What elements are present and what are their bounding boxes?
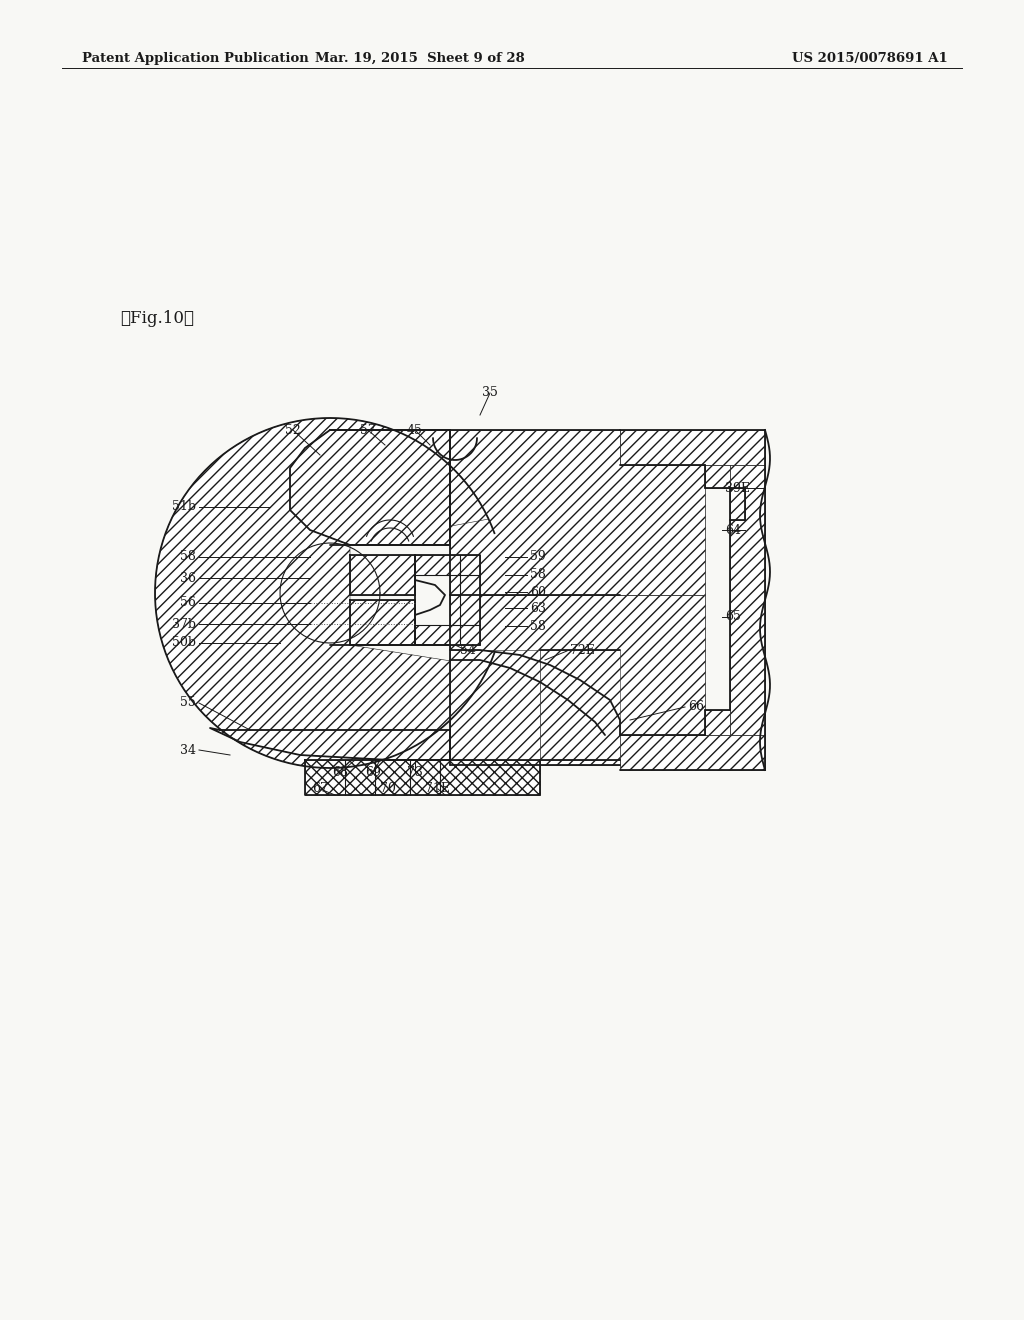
Text: 36: 36 [180,572,196,585]
Text: 58: 58 [530,569,546,582]
Text: 50b: 50b [172,636,196,649]
Text: 70: 70 [380,783,396,796]
Text: 59: 59 [530,550,546,564]
Text: 72E: 72E [570,644,595,657]
Text: 63: 63 [530,602,546,615]
Polygon shape [305,760,540,795]
Text: 52: 52 [285,424,301,437]
Text: 45: 45 [408,424,423,437]
Text: 71E: 71E [426,783,451,796]
Polygon shape [350,554,415,595]
Text: 58: 58 [180,550,196,564]
Text: 64: 64 [725,524,741,536]
Polygon shape [460,554,480,645]
Text: Patent Application Publication: Patent Application Publication [82,51,309,65]
Text: 37b: 37b [172,618,196,631]
Polygon shape [290,430,450,545]
Polygon shape [620,735,765,770]
Polygon shape [540,649,620,760]
Text: 【Fig.10】: 【Fig.10】 [120,310,194,327]
Polygon shape [705,710,730,735]
Polygon shape [620,430,765,465]
Text: US 2015/0078691 A1: US 2015/0078691 A1 [793,51,948,65]
Text: 56: 56 [180,597,196,610]
Polygon shape [155,418,488,768]
Text: 51b: 51b [172,500,196,513]
Text: Mar. 19, 2015  Sheet 9 of 28: Mar. 19, 2015 Sheet 9 of 28 [315,51,525,65]
Polygon shape [450,649,540,760]
Polygon shape [415,554,480,576]
Polygon shape [705,465,730,488]
Text: 54: 54 [460,644,476,657]
Text: 66: 66 [688,701,705,714]
Text: 68: 68 [332,767,348,780]
Text: 67: 67 [312,783,328,796]
Text: 60: 60 [530,586,546,598]
Text: 73: 73 [408,767,423,780]
Polygon shape [210,729,450,760]
Text: 34: 34 [180,743,196,756]
Polygon shape [415,624,480,645]
Text: 35: 35 [482,387,498,400]
Polygon shape [450,430,705,595]
Text: 58: 58 [530,619,546,632]
Text: 55: 55 [180,697,196,710]
Polygon shape [350,601,415,645]
Text: 39E: 39E [725,482,750,495]
Text: 65: 65 [725,610,741,623]
Text: 57: 57 [360,424,376,437]
Text: 69: 69 [366,767,381,780]
Polygon shape [730,488,745,520]
Polygon shape [450,595,705,766]
Polygon shape [730,465,765,735]
